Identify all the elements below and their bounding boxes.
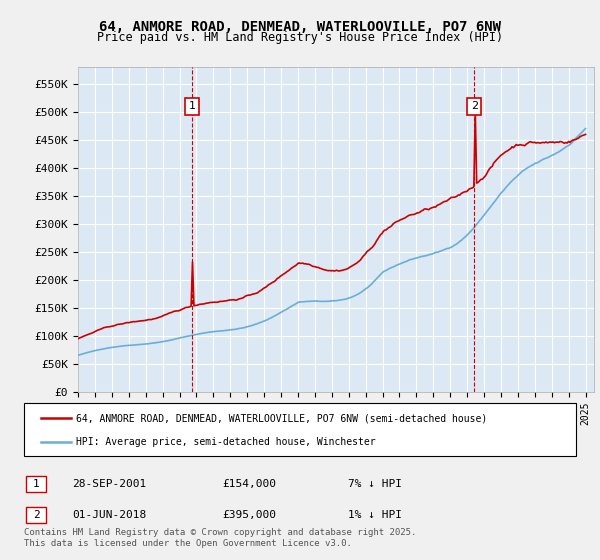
Text: Price paid vs. HM Land Registry's House Price Index (HPI): Price paid vs. HM Land Registry's House …	[97, 31, 503, 44]
Text: 2: 2	[32, 510, 40, 520]
FancyBboxPatch shape	[24, 403, 576, 456]
Text: 1: 1	[32, 479, 40, 489]
Text: 01-JUN-2018: 01-JUN-2018	[72, 510, 146, 520]
Text: 64, ANMORE ROAD, DENMEAD, WATERLOOVILLE, PO7 6NW: 64, ANMORE ROAD, DENMEAD, WATERLOOVILLE,…	[99, 20, 501, 34]
Text: 64, ANMORE ROAD, DENMEAD, WATERLOOVILLE, PO7 6NW (semi-detached house): 64, ANMORE ROAD, DENMEAD, WATERLOOVILLE,…	[76, 413, 488, 423]
Text: Contains HM Land Registry data © Crown copyright and database right 2025.
This d: Contains HM Land Registry data © Crown c…	[24, 528, 416, 548]
Text: 1% ↓ HPI: 1% ↓ HPI	[348, 510, 402, 520]
Text: 7% ↓ HPI: 7% ↓ HPI	[348, 479, 402, 489]
Text: £154,000: £154,000	[222, 479, 276, 489]
Text: £395,000: £395,000	[222, 510, 276, 520]
Text: 28-SEP-2001: 28-SEP-2001	[72, 479, 146, 489]
Text: HPI: Average price, semi-detached house, Winchester: HPI: Average price, semi-detached house,…	[76, 436, 376, 446]
Text: 2: 2	[470, 101, 478, 111]
FancyBboxPatch shape	[26, 507, 46, 523]
Text: 1: 1	[188, 101, 196, 111]
FancyBboxPatch shape	[26, 477, 46, 492]
